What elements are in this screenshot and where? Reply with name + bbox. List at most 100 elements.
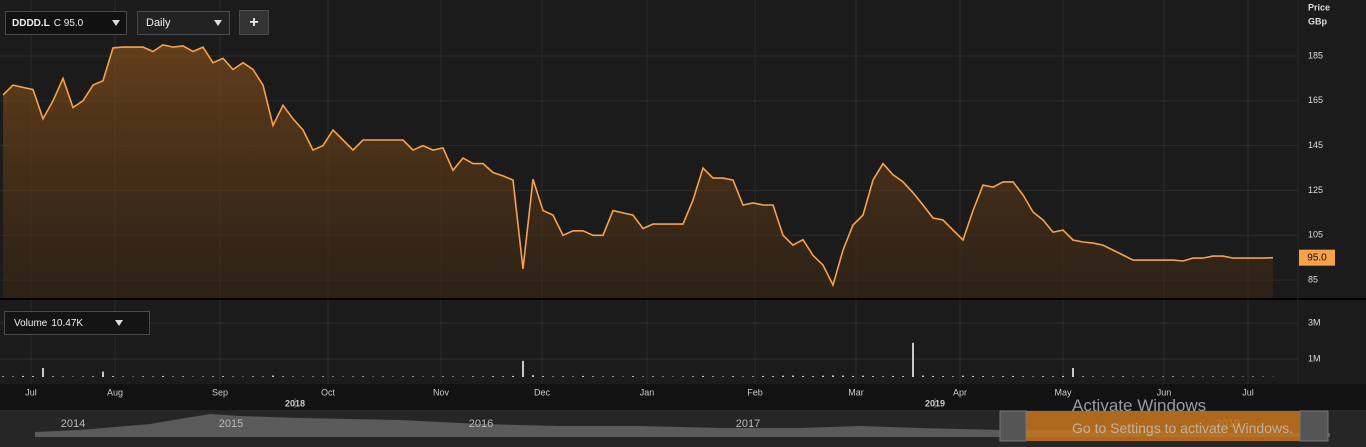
- volume-bar: [322, 376, 324, 377]
- x-year-label: 2019: [925, 398, 945, 408]
- dropdown-arrow: [115, 320, 123, 326]
- volume-bar: [1032, 376, 1034, 377]
- add-button[interactable]: +: [239, 10, 269, 35]
- volume-bar: [1092, 376, 1094, 377]
- volume-bar: [432, 376, 434, 377]
- volume-bar: [222, 376, 224, 377]
- volume-bar: [602, 376, 604, 377]
- volume-bar: [682, 376, 684, 377]
- volume-bar: [802, 375, 804, 377]
- volume-bar: [1082, 376, 1084, 377]
- volume-bar: [492, 376, 494, 377]
- volume-current: 10.47K: [51, 317, 84, 329]
- volume-bar: [1072, 368, 1074, 377]
- price-axis-title: Price: [1308, 2, 1330, 12]
- volume-bar: [512, 375, 514, 377]
- volume-bar: [162, 375, 164, 377]
- x-tick-label: Nov: [433, 387, 450, 397]
- volume-bar: [662, 376, 664, 377]
- volume-bar: [912, 342, 914, 377]
- volume-bar: [592, 376, 594, 377]
- x-tick-label: Dec: [534, 387, 551, 397]
- watermark-title: Activate Windows: [1072, 396, 1207, 415]
- interval-selector[interactable]: Daily: [137, 11, 230, 35]
- volume-bar: [992, 376, 994, 377]
- volume-bar: [702, 375, 704, 377]
- volume-bar: [282, 376, 284, 377]
- navigator-year: 2017: [736, 418, 760, 430]
- volume-bar: [872, 376, 874, 377]
- volume-bar: [1012, 375, 1014, 377]
- navigator-handle-right[interactable]: [1299, 410, 1329, 442]
- volume-bar: [862, 375, 864, 377]
- volume-bar: [1142, 376, 1144, 377]
- y-tick-label: 145: [1308, 140, 1323, 150]
- volume-bar: [202, 376, 204, 377]
- volume-bar: [572, 376, 574, 377]
- volume-bar: [82, 376, 84, 377]
- volume-selector[interactable]: Volume 10.47K: [4, 311, 150, 335]
- volume-bar: [732, 376, 734, 377]
- volume-bar: [852, 375, 854, 377]
- volume-bar: [552, 376, 554, 377]
- volume-bar: [362, 376, 364, 377]
- x-tick-label: Mar: [848, 387, 864, 397]
- volume-bar: [842, 375, 844, 377]
- volume-bar: [982, 376, 984, 377]
- volume-bar: [582, 375, 584, 377]
- volume-bar: [562, 376, 564, 377]
- volume-bar: [1192, 376, 1194, 377]
- volume-bar: [1042, 376, 1044, 377]
- volume-bar: [822, 375, 824, 377]
- volume-bar: [1162, 376, 1164, 377]
- y-tick-label: 1M: [1308, 353, 1321, 363]
- x-tick-label: Jul: [1242, 387, 1254, 397]
- navigator-year: 2014: [61, 418, 85, 430]
- volume-bar: [642, 376, 644, 377]
- volume-bar: [722, 376, 724, 377]
- symbol: DDDD.L: [12, 17, 50, 29]
- x-tick-label: Aug: [107, 387, 123, 397]
- y-tick-label: 185: [1308, 50, 1323, 60]
- volume-bar: [292, 376, 294, 377]
- x-tick-label: Oct: [321, 387, 336, 397]
- dropdown-arrow: [112, 20, 120, 26]
- volume-bar: [402, 376, 404, 377]
- volume-bar: [962, 375, 964, 377]
- symbol-selector[interactable]: DDDD.L C 95.0: [5, 11, 127, 35]
- x-tick-label: Jan: [640, 387, 655, 397]
- navigator-year: 2016: [469, 418, 493, 430]
- volume-bar: [472, 376, 474, 377]
- y-tick-label: 125: [1308, 185, 1323, 195]
- volume-bar: [812, 376, 814, 377]
- volume-bar: [942, 376, 944, 377]
- volume-bar: [1002, 376, 1004, 377]
- navigator-handle-left[interactable]: [999, 410, 1027, 442]
- volume-bar: [502, 376, 504, 377]
- volume-bar: [762, 375, 764, 377]
- x-tick-label: Apr: [953, 387, 967, 397]
- volume-bar: [1, 376, 4, 377]
- y-tick-label: 105: [1308, 230, 1323, 240]
- navigator-selection[interactable]: [1000, 411, 1328, 441]
- last-price-tag: [1299, 249, 1335, 266]
- x-tick-label: Jun: [1157, 387, 1172, 397]
- volume-bar: [12, 376, 14, 377]
- volume-bar: [122, 376, 124, 377]
- time-axis-bar: [0, 384, 1366, 410]
- volume-bar: [102, 371, 104, 377]
- watermark-text: Go to Settings to activate Windows.: [1072, 420, 1293, 436]
- volume-bar: [412, 376, 414, 377]
- navigator-year: 2015: [219, 418, 243, 430]
- interval: Daily: [146, 17, 171, 29]
- volume-bar: [1232, 376, 1234, 377]
- x-year-label: 2018: [285, 398, 305, 408]
- volume-bar: [182, 376, 184, 377]
- x-tick-label: Feb: [747, 387, 763, 397]
- volume-bar: [172, 376, 174, 377]
- volume-bar: [262, 376, 264, 377]
- volume-bar: [452, 376, 454, 377]
- y-tick-label: 85: [1308, 274, 1318, 284]
- dropdown-arrow: [214, 20, 222, 26]
